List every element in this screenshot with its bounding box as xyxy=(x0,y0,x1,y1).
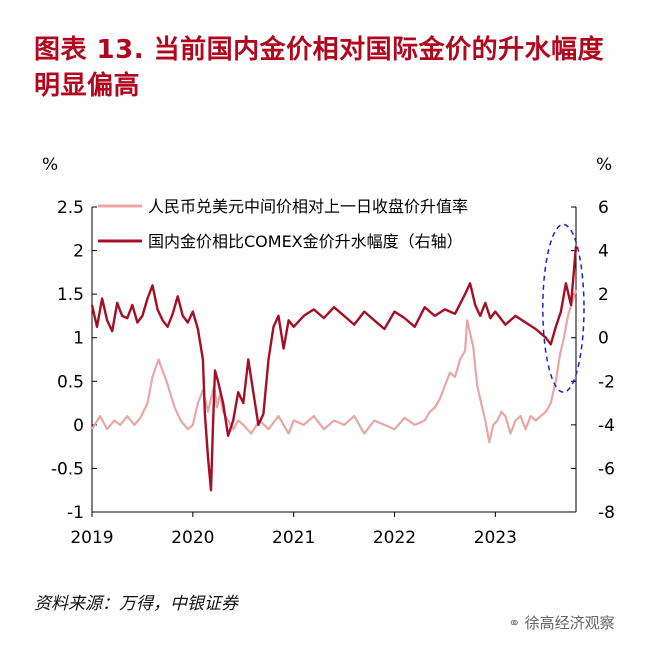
series-line-gold-premium xyxy=(90,246,578,492)
watermark: ⚭ 徐高经济观察 xyxy=(508,612,615,633)
left-tick-label: 0.5 xyxy=(57,372,84,392)
x-tick-label: 2023 xyxy=(474,528,517,548)
left-tick-label: -1 xyxy=(67,503,84,523)
wechat-icon: ⚭ xyxy=(508,614,521,632)
axes-group xyxy=(91,207,577,513)
right-tick-label: 4 xyxy=(598,242,609,262)
left-tick-label: 1 xyxy=(73,329,84,349)
right-tick-label: -2 xyxy=(598,372,615,392)
legend: 人民币兑美元中间价相对上一日收盘价升值率 国内金价相比COMEX金价升水幅度（右… xyxy=(98,197,468,251)
right-axis-unit: % xyxy=(596,155,612,175)
right-tick-label: 2 xyxy=(598,285,609,305)
x-tick-label: 2022 xyxy=(373,528,416,548)
left-tick-label: 1.5 xyxy=(57,285,84,305)
watermark-text: 徐高经济观察 xyxy=(524,614,615,632)
left-tick-label: 2 xyxy=(73,242,84,262)
left-axis-unit: % xyxy=(42,155,58,175)
legend-label-right-series: 国内金价相比COMEX金价升水幅度（右轴） xyxy=(148,232,463,251)
source-note: 资料来源：万得，中银证券 xyxy=(34,594,238,614)
x-tick-label: 2019 xyxy=(70,528,113,548)
legend-label-left-series: 人民币兑美元中间价相对上一日收盘价升值率 xyxy=(148,197,468,216)
chart-title: 图表 13. 当前国内金价相对国际金价的升水幅度明显偏高 xyxy=(34,35,605,101)
left-tick-label: -0.5 xyxy=(51,459,84,479)
right-tick-label: -8 xyxy=(598,503,615,523)
x-tick-label: 2020 xyxy=(171,528,214,548)
left-tick-label: 0 xyxy=(73,416,84,436)
series-line-cny-appreciation xyxy=(91,289,578,444)
right-tick-label: -4 xyxy=(598,416,615,436)
right-tick-label: 0 xyxy=(598,329,609,349)
right-tick-label: 6 xyxy=(598,198,609,218)
x-tick-label: 2021 xyxy=(272,528,315,548)
highlight-ellipse xyxy=(542,223,585,393)
right-tick-label: -6 xyxy=(598,459,615,479)
left-tick-label: 2.5 xyxy=(57,198,84,218)
